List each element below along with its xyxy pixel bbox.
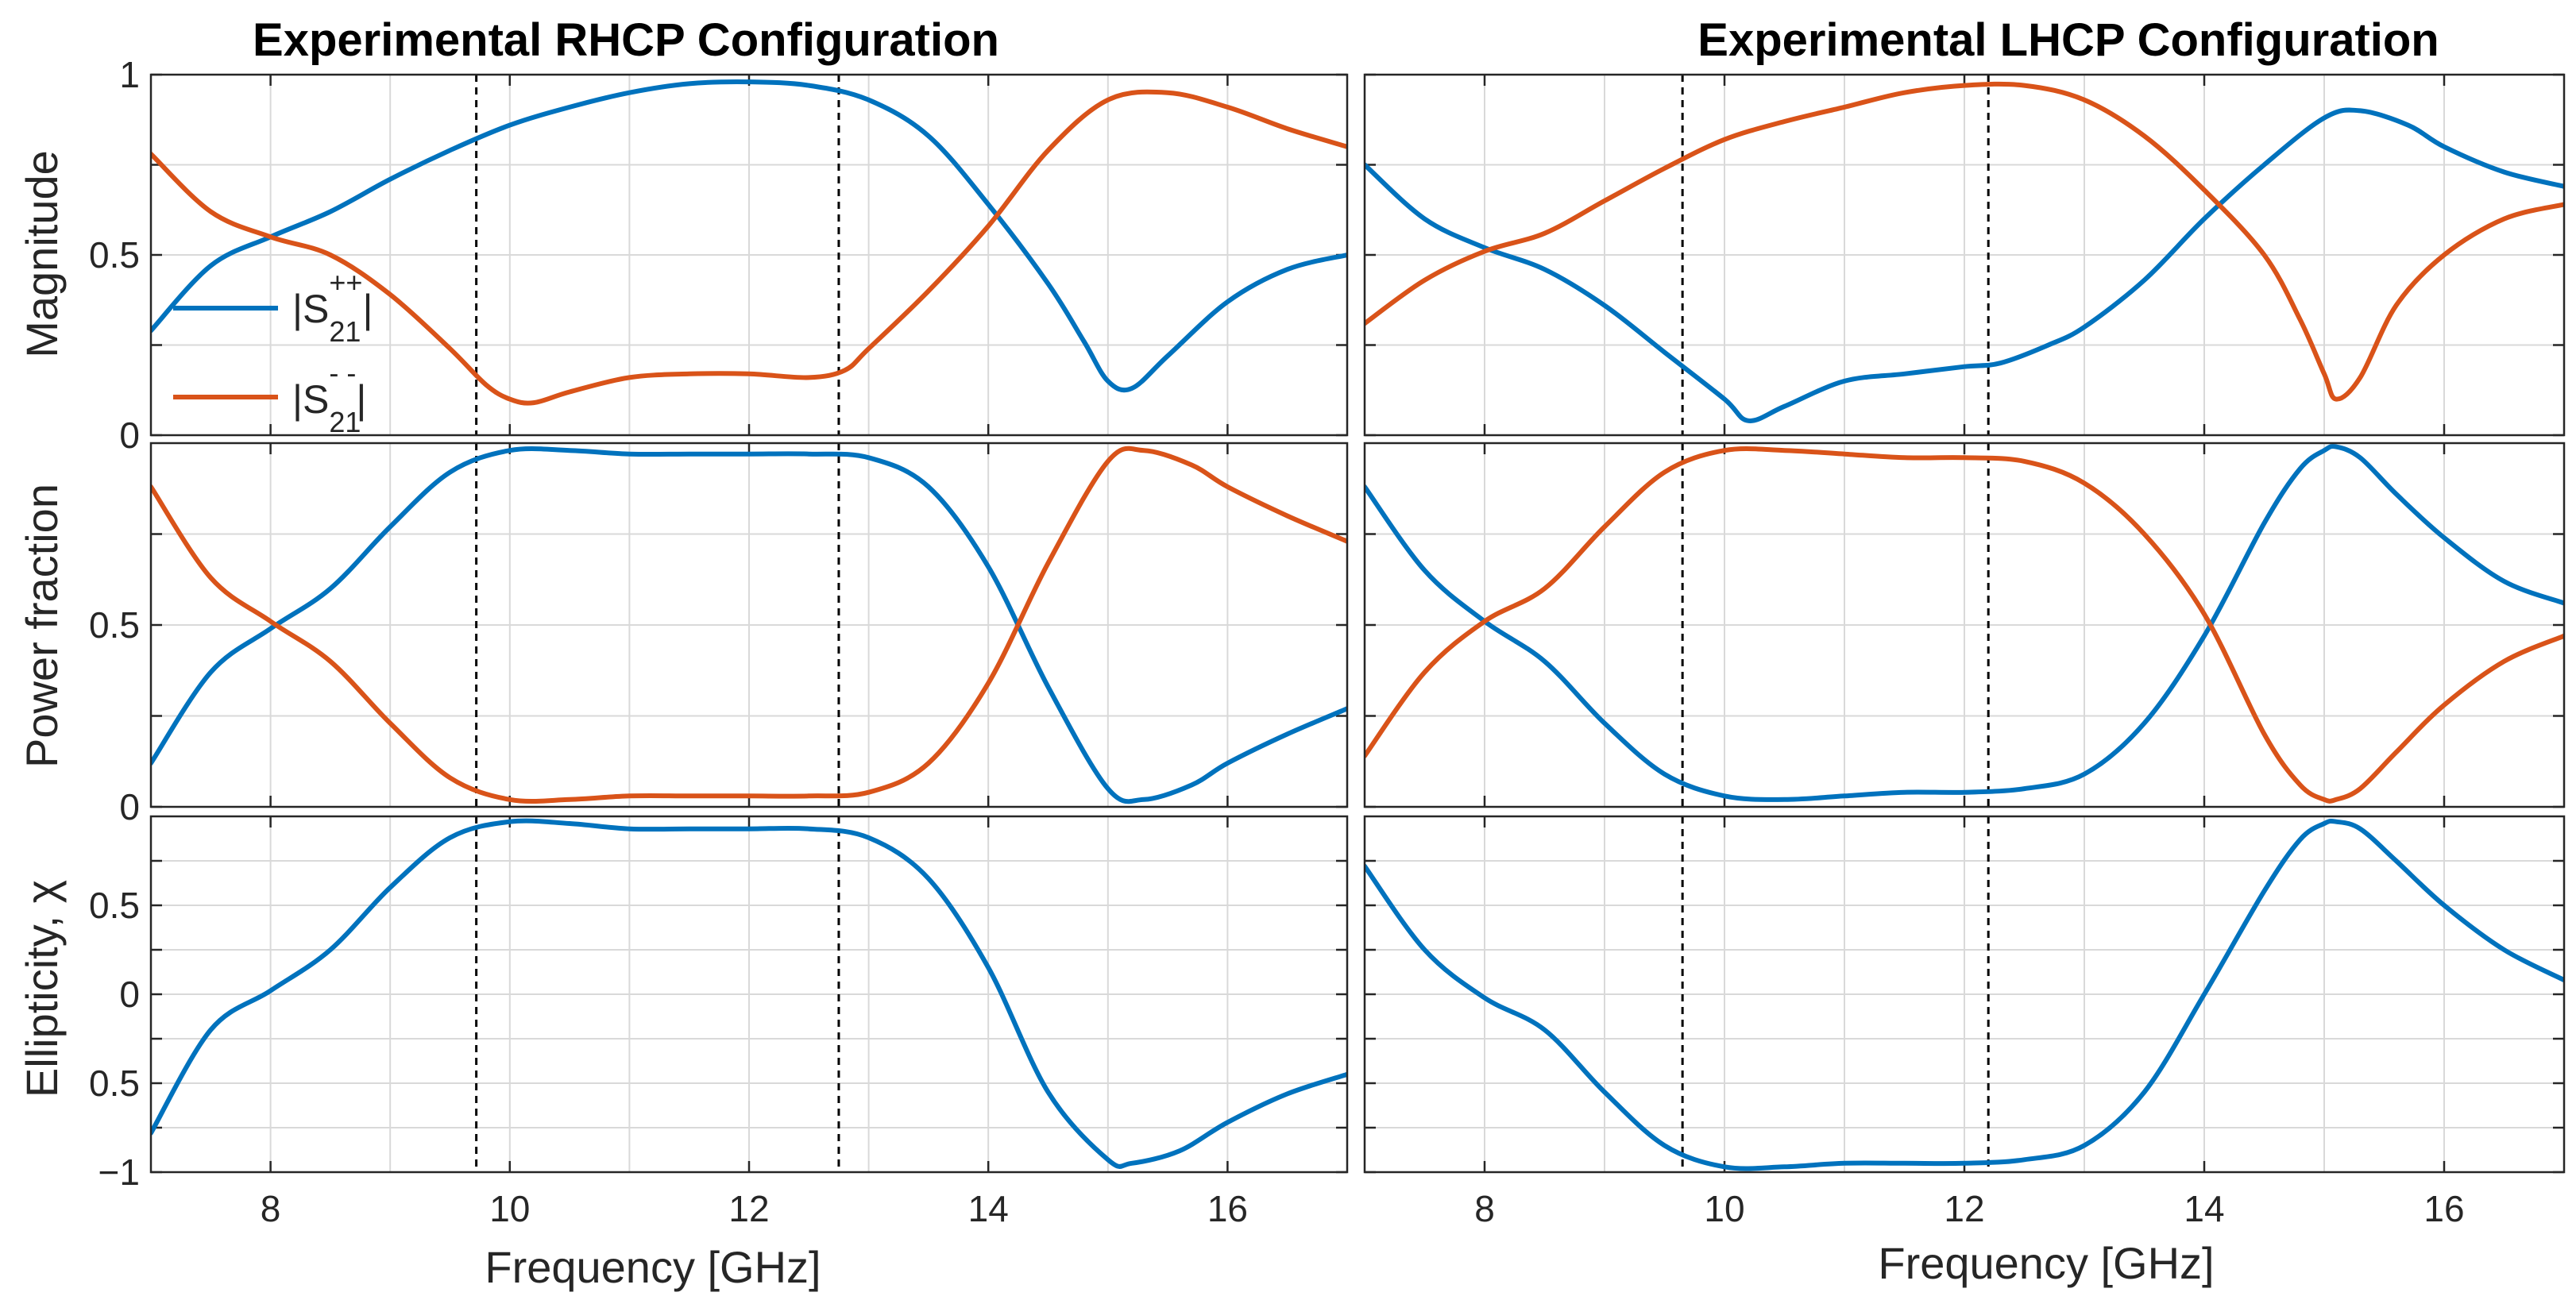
panel-r2-c1-xtick-label: 14 — [2184, 1188, 2224, 1229]
title-lhcp: Experimental LHCP Configuration — [1697, 14, 2439, 66]
panel-r0-c0-ytick-label: 1 — [119, 54, 140, 95]
panel-r1-c0: 00.5 — [89, 442, 1349, 827]
panel-r2-c0: −1 0.5 0 0.5 8 10 12 14 16 — [89, 815, 1349, 1229]
panel-r0-c1-series-orange — [1365, 81, 2564, 402]
legend-label-spp-close: | — [362, 287, 373, 331]
panel-r2-c0-xtick-label: 16 — [1207, 1188, 1248, 1229]
title-rhcp: Experimental RHCP Configuration — [253, 14, 999, 66]
panel-r0-c0-series-blue — [151, 79, 1347, 393]
panel-r2-c1-xtick-label: 12 — [1944, 1188, 1984, 1229]
panel-r1-c0-ytick-label: 0.5 — [89, 604, 140, 646]
legend-label-spp-sup: ++ — [329, 266, 362, 299]
panel-r2-c1-xtick-label: 10 — [1704, 1188, 1744, 1229]
panel-r0-c1-series-blue — [1365, 107, 2564, 423]
panel-r0-c0-series-orange — [151, 89, 1347, 406]
panel-r0-c0-ytick-label: 0.5 — [89, 234, 140, 276]
panel-r0-c1-frame — [1363, 73, 2566, 437]
legend-label-smm: |S21 - -| — [292, 357, 366, 438]
panel-r2-c0-series-blue — [151, 818, 1347, 1169]
panel-r0-c0-frame — [149, 73, 1349, 437]
legend-label-spp-sub: 21 — [329, 315, 361, 348]
legend-label-spp-main: |S — [292, 287, 329, 331]
panel-r0-c1 — [1363, 73, 2566, 437]
panel-r2-c0-ytick-label: 0.5 — [89, 1063, 140, 1104]
panel-r0-c0-ytick-label: 0 — [119, 415, 140, 456]
panel-r1-c1 — [1363, 442, 2566, 808]
panel-r1-c1-frame — [1363, 442, 2566, 808]
ylabel-magnitude: Magnitude — [17, 150, 67, 358]
ylabel-ellipticity: Ellipticity, χ — [17, 880, 67, 1097]
xlabel-rhcp: Frequency [GHz] — [485, 1242, 821, 1292]
panel-r0-c0: 00.51 — [89, 54, 1349, 456]
xlabel-lhcp: Frequency [GHz] — [1878, 1238, 2214, 1288]
panel-r2-c0-ytick-label: 0.5 — [89, 885, 140, 926]
panel-r1-c0-series-blue — [151, 446, 1347, 804]
panel-r2-c0-frame — [149, 815, 1349, 1174]
legend-label-smm-close: | — [356, 377, 366, 422]
panel-r2-c0-xtick-label: 14 — [968, 1188, 1009, 1229]
panel-r1-c1-series-orange — [1365, 446, 2564, 804]
panel-r2-c0-ytick-label: −1 — [98, 1151, 140, 1193]
panel-r1-c1-series-blue — [1365, 444, 2564, 802]
legend: |S21++| |S21- -| — [173, 266, 373, 438]
panel-r2-c1-frame — [1363, 815, 2566, 1174]
panel-r2-c1-xtick-label: 16 — [2423, 1188, 2464, 1229]
panel-r1-c0-series-orange — [151, 446, 1347, 804]
panel-r2-c1: 8 10 12 14 16 — [1363, 815, 2566, 1229]
legend-label-smm-sub: 21 — [329, 406, 361, 438]
legend-label-smm-sup: - - — [329, 357, 356, 389]
panel-r1-c0-ytick-label: 0 — [119, 786, 140, 827]
legend-label-spp: |S21 ++| — [292, 266, 373, 348]
panel-r2-c0-xtick-label: 10 — [489, 1188, 530, 1229]
panel-r2-c1-series-blue — [1365, 818, 2564, 1171]
panel-r2-c0-xtick-label: 12 — [728, 1188, 769, 1229]
legend-label-smm-main: |S — [292, 377, 329, 422]
ylabel-power-fraction: Power fraction — [17, 484, 67, 768]
panel-r2-c1-xtick-label: 8 — [1474, 1188, 1495, 1229]
panel-r2-c0-xtick-label: 8 — [261, 1188, 281, 1229]
panel-r1-c0-frame — [149, 442, 1349, 808]
panel-r2-c0-ytick-label: 0 — [119, 974, 140, 1015]
